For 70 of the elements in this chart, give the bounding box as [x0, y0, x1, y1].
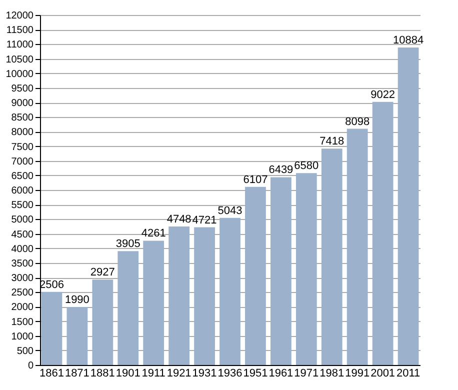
y-tick-label: 6500: [11, 170, 34, 182]
bar: [92, 280, 114, 365]
y-tick-label: 10000: [6, 68, 34, 80]
y-tick-label: 1500: [11, 316, 34, 328]
y-tick-label: 6000: [11, 186, 34, 196]
y-tick-label: 7500: [11, 142, 34, 153]
bar: [220, 218, 240, 365]
data-label: 5043: [218, 204, 242, 217]
x-tick-label: 1931: [192, 368, 217, 380]
y-tick-label: 8000: [11, 127, 34, 138]
x-tick-label: 1911: [142, 368, 166, 380]
y-tick-label: 9000: [11, 98, 34, 109]
y-tick-label: 12000: [6, 10, 34, 22]
data-label: 7418: [320, 136, 344, 148]
x-tick-label: 1871: [64, 368, 90, 380]
y-tick-label: 4500: [11, 229, 34, 240]
data-label: 9022: [370, 88, 396, 101]
bar: [66, 306, 88, 365]
x-tick-label: 1861: [39, 368, 64, 380]
data-label: 8098: [345, 116, 370, 128]
data-label: 6580: [294, 160, 319, 172]
y-tick-label: 2500: [11, 288, 34, 299]
x-tick-label: 1881: [90, 368, 115, 380]
y-tick-label: 0: [28, 360, 34, 372]
x-tick-label: 1981: [320, 368, 344, 380]
y-tick-label: 500: [16, 346, 34, 357]
bar: [143, 240, 164, 365]
y-tick-label: 9500: [11, 83, 34, 94]
y-tick-label: 11000: [6, 40, 34, 51]
bar: [270, 177, 292, 365]
bar: [372, 102, 394, 365]
data-label: 2927: [90, 266, 115, 279]
bar: [321, 148, 342, 365]
bar: [245, 186, 266, 365]
data-label: 2506: [39, 278, 64, 291]
data-label: 4261: [141, 228, 166, 240]
y-tick-label: 10500: [6, 54, 34, 66]
x-tick-label: 1921: [166, 368, 192, 380]
y-tick-label: 11500: [6, 25, 34, 36]
y-tick-label: 2000: [11, 302, 34, 314]
x-tick-label: 1951: [243, 368, 268, 380]
bar: [398, 48, 419, 365]
y-tick-label: 7000: [11, 156, 34, 168]
bar: [346, 128, 368, 365]
y-tick-label: 5500: [11, 200, 34, 212]
data-label: 4721: [192, 214, 217, 226]
bar: [296, 173, 317, 365]
y-tick-label: 1000: [11, 331, 34, 342]
bar: [41, 292, 62, 365]
bar: [168, 226, 190, 365]
data-label: 4748: [166, 214, 192, 226]
y-tick-label: 5000: [11, 214, 34, 226]
x-tick-label: 1961: [268, 368, 294, 380]
data-label: 6107: [243, 174, 268, 186]
x-tick-label: 1936: [218, 368, 242, 380]
x-tick-label: 2011: [396, 368, 420, 380]
x-tick-label: 1901: [116, 368, 140, 380]
x-tick-label: 1971: [294, 368, 319, 380]
data-label: 10884: [392, 34, 424, 47]
y-tick-label: 3500: [11, 258, 34, 270]
bar: [118, 251, 139, 365]
y-tick-label: 8500: [11, 112, 34, 124]
y-tick-label: 4000: [11, 244, 34, 255]
x-tick-label: 1991: [345, 368, 370, 380]
bar: [194, 227, 215, 365]
data-label: 3905: [116, 238, 140, 250]
x-tick-label: 2001: [370, 368, 396, 380]
y-tick-label: 3000: [11, 273, 34, 284]
data-label: 6439: [268, 164, 294, 176]
data-label: 1990: [64, 294, 90, 306]
